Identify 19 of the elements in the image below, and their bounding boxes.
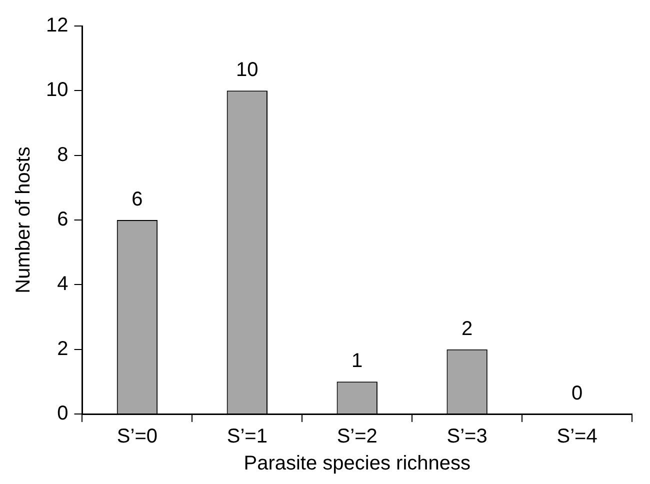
- data-label: 2: [462, 318, 473, 340]
- y-tick-label: 6: [57, 208, 68, 231]
- x-axis-title: Parasite species richness: [244, 452, 471, 475]
- data-label: 10: [236, 59, 258, 82]
- x-tick-label: S’=1: [226, 426, 268, 448]
- y-tick-label: 12: [46, 14, 68, 37]
- y-tick-label: 2: [57, 338, 68, 360]
- data-label: 0: [571, 382, 583, 405]
- x-tick-label: S’=0: [116, 426, 158, 448]
- data-label: 1: [352, 350, 363, 372]
- x-tick-label: S’=2: [336, 426, 378, 448]
- y-tick-label: 10: [46, 79, 68, 102]
- y-tick-label: 0: [57, 402, 68, 425]
- y-tick-label: 8: [57, 144, 68, 166]
- y-tick-label: 4: [57, 273, 68, 296]
- data-label: 6: [132, 188, 143, 211]
- x-tick-label: S’=4: [556, 426, 598, 448]
- x-tick-label: S’=3: [446, 426, 488, 448]
- y-axis-title: Number of hosts: [12, 146, 35, 294]
